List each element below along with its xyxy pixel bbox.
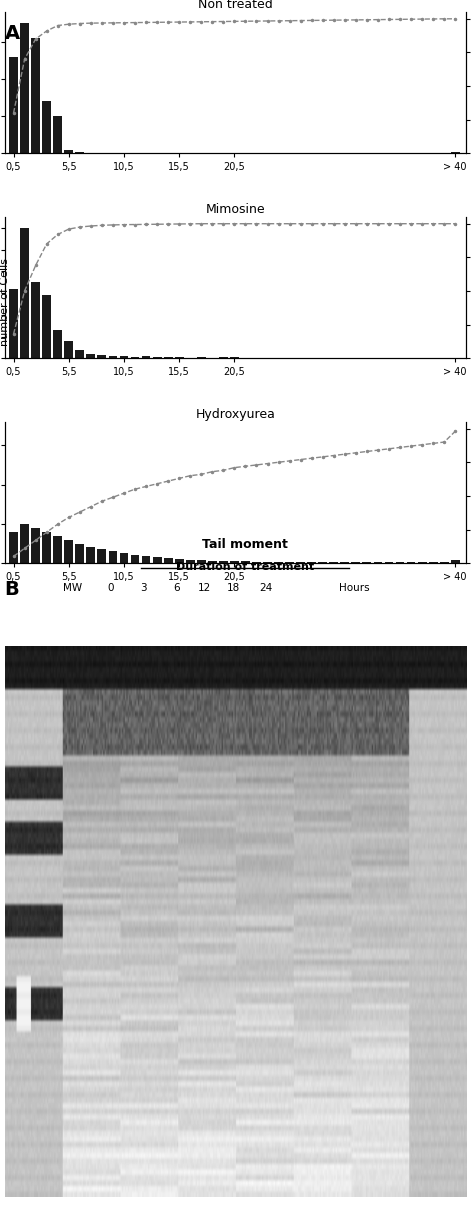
Text: 6: 6 [173,583,180,592]
Bar [53,116,62,154]
Bar [31,39,40,154]
Bar [230,561,239,563]
Text: number of Cells: number of Cells [0,259,10,346]
Bar [86,548,95,563]
Bar [42,532,51,563]
Bar [65,341,73,358]
Bar [263,562,272,563]
Bar [65,539,73,563]
Bar [31,282,40,358]
Bar [9,289,18,358]
Bar [120,554,129,563]
Bar [9,57,18,154]
Bar [9,532,18,563]
Bar [53,536,62,563]
Bar [130,555,139,563]
Bar [97,549,106,563]
Title: Hydroxyurea: Hydroxyurea [195,407,276,421]
Bar [75,544,84,563]
Bar [197,561,206,563]
Bar [164,559,172,563]
Bar [241,561,250,563]
Bar [75,349,84,358]
Bar [42,295,51,358]
Bar [108,551,117,563]
Text: Hours: Hours [339,583,370,592]
Bar [20,227,29,358]
Bar [120,357,129,358]
Bar [208,561,217,563]
Bar [53,330,62,358]
Bar [175,560,184,563]
Bar [186,560,195,563]
Bar [142,556,150,563]
Title: Non treated: Non treated [198,0,273,11]
Bar [130,357,139,358]
Bar [86,354,95,358]
Text: 18: 18 [227,583,240,592]
Bar [20,523,29,563]
Bar [164,357,172,358]
Bar [75,151,84,154]
Bar [108,355,117,358]
Bar [42,102,51,154]
Title: Mimosine: Mimosine [206,203,265,216]
Text: Duration of treatment: Duration of treatment [176,562,314,572]
Bar [65,150,73,154]
Bar [219,561,228,563]
Text: 24: 24 [260,583,273,592]
Text: Tail moment: Tail moment [202,538,288,551]
Text: B: B [5,580,19,600]
Text: 0: 0 [107,583,114,592]
Bar [153,557,162,563]
Bar [451,560,460,563]
Text: A: A [5,24,20,44]
Text: 12: 12 [198,583,211,592]
Bar [142,357,150,358]
Bar [20,23,29,154]
Text: 3: 3 [140,583,147,592]
Bar [252,562,261,563]
Text: MW: MW [64,583,82,592]
Bar [31,528,40,563]
Bar [274,562,283,563]
Bar [97,355,106,358]
